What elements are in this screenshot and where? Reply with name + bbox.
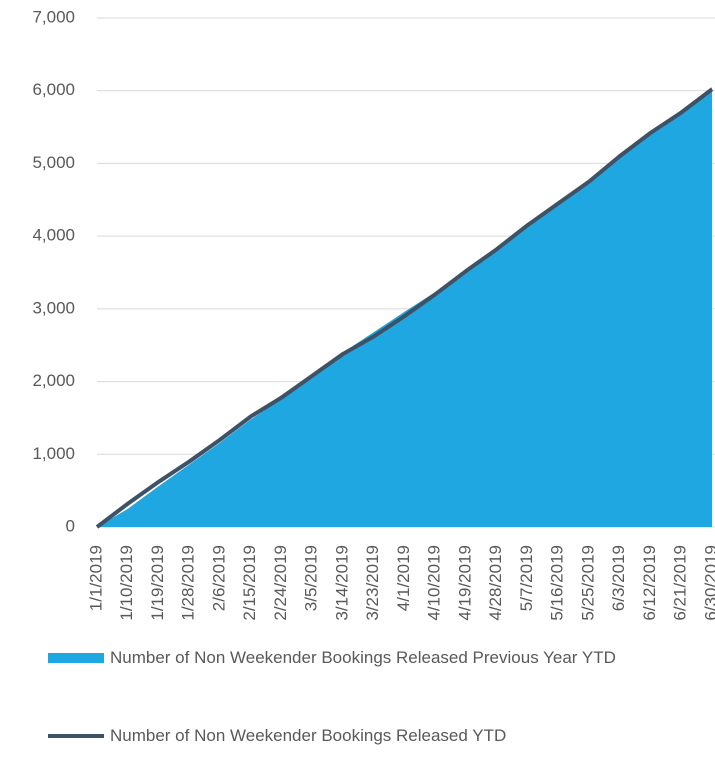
- legend-swatch: [48, 653, 104, 663]
- x-tick-label: 6/12/2019: [640, 545, 659, 621]
- x-tick-label: 3/14/2019: [332, 545, 351, 621]
- x-tick-label: 4/28/2019: [486, 545, 505, 621]
- y-tick-label: 0: [66, 516, 75, 535]
- x-tick-label: 5/7/2019: [517, 545, 536, 611]
- legend-line: Number of Non Weekender Bookings Release…: [48, 722, 715, 750]
- x-tick-label: 3/5/2019: [302, 545, 321, 611]
- y-tick-label: 5,000: [32, 153, 75, 172]
- area: [97, 87, 712, 527]
- legend-area: Number of Non Weekender Bookings Release…: [48, 648, 715, 672]
- y-tick-label: 1,000: [32, 444, 75, 463]
- y-tick-label: 3,000: [32, 298, 75, 317]
- x-tick-label: 2/15/2019: [240, 545, 259, 621]
- legend-label: Number of Non Weekender Bookings Release…: [110, 726, 507, 745]
- line: [95, 87, 714, 529]
- x-tick-label: 6/30/2019: [701, 545, 715, 621]
- x-tick-label: 5/16/2019: [548, 545, 567, 621]
- x-tick-label: 1/19/2019: [148, 545, 167, 621]
- x-tick-label: 1/1/2019: [86, 545, 105, 611]
- y-tick-label: 7,000: [32, 7, 75, 26]
- y-tick-label: 4,000: [32, 226, 75, 245]
- x-tick-label: 2/24/2019: [271, 545, 290, 621]
- x-tick-label: 1/28/2019: [179, 545, 198, 621]
- x-tick-label: 2/6/2019: [209, 545, 228, 611]
- x-tick-label: 6/21/2019: [671, 545, 690, 621]
- y-tick-label: 6,000: [32, 80, 75, 99]
- x-tick-label: 6/3/2019: [609, 545, 628, 611]
- chart: 0 1,000 2,000 3,000 4,000 5,000 6,000 7,000 1/1/…: [32, 7, 715, 621]
- legend-swatch: [48, 734, 104, 738]
- legend-label: Number of Non Weekender Bookings Release…: [110, 648, 616, 667]
- x-tick-label: 3/23/2019: [363, 545, 382, 621]
- x-tick-label: 4/19/2019: [455, 545, 474, 621]
- x-tick-label: 5/25/2019: [578, 545, 597, 621]
- x-tick-label: 4/10/2019: [425, 545, 444, 621]
- x-tick-label: 4/1/2019: [394, 545, 413, 611]
- y-tick-label: 2,000: [32, 371, 75, 390]
- x-tick-label: 1/10/2019: [117, 545, 136, 621]
